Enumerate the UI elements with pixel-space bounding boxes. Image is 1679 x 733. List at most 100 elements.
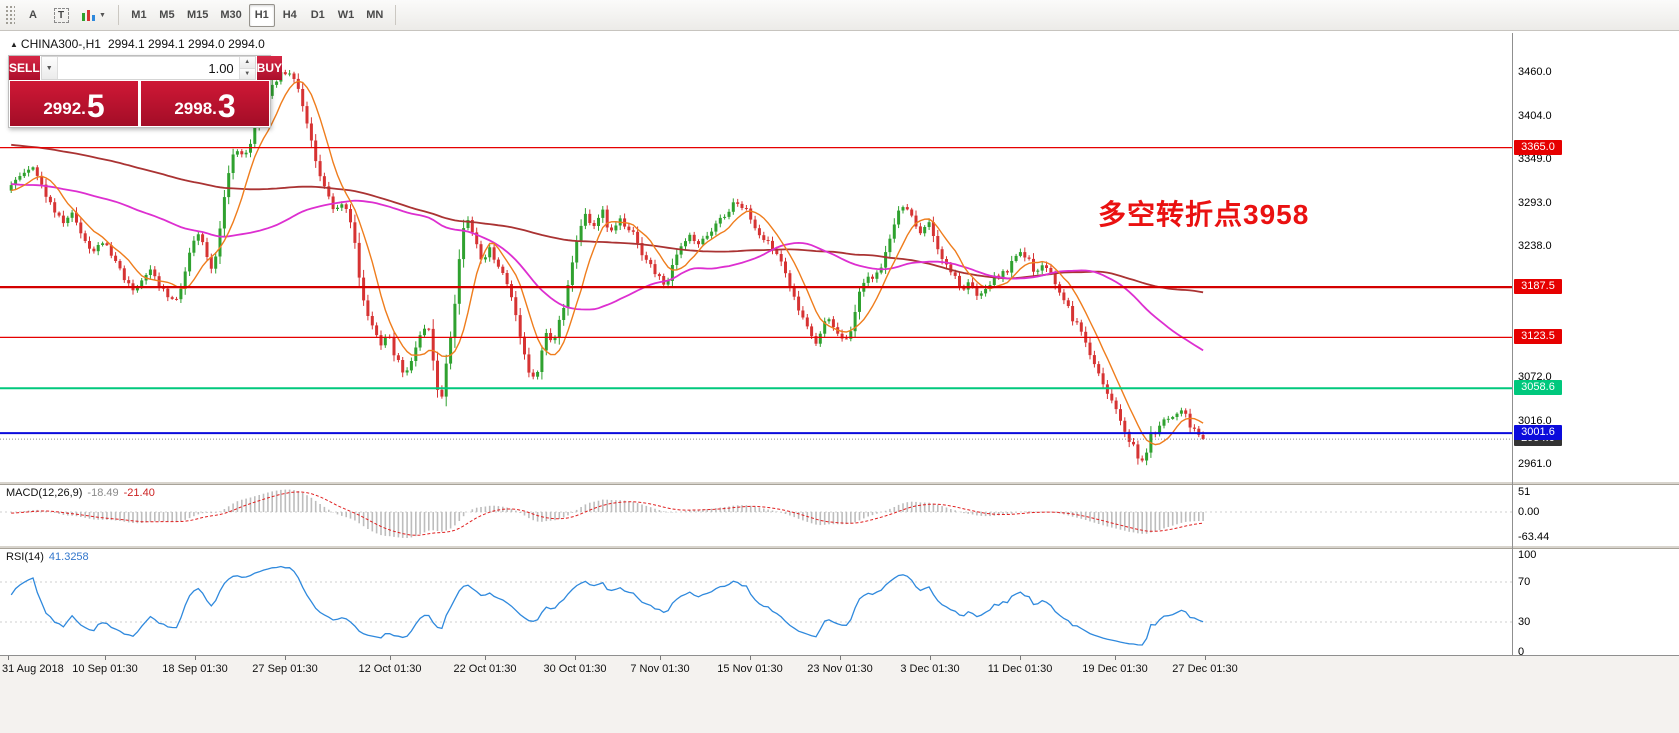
candle	[344, 204, 348, 209]
timeframe-h1-button[interactable]: H1	[248, 3, 275, 27]
timeframe-w1-button[interactable]: W1	[337, 9, 355, 21]
candle	[1058, 284, 1062, 293]
candle	[605, 209, 609, 228]
candle	[392, 337, 396, 356]
candle	[70, 212, 74, 218]
text-label-tool-button[interactable]: A	[20, 4, 46, 27]
text-box-tool-button[interactable]: T	[48, 4, 74, 27]
panel-splitter[interactable]	[0, 545, 1679, 549]
panel-splitter[interactable]	[0, 481, 1679, 485]
candle	[884, 252, 888, 268]
volume-input[interactable]	[57, 57, 239, 79]
candle	[1027, 257, 1031, 259]
timeframe-m15-button[interactable]: M15	[186, 9, 209, 21]
time-axis[interactable]: 31 Aug 2018 10 Sep 01:30 18 Sep 01:30 27 Se…	[0, 655, 1679, 733]
volume-dropdown-button[interactable]: ▼	[41, 57, 58, 79]
sell-price-display[interactable]: 2992. 5	[10, 81, 138, 126]
horizontal-lines-layer	[0, 146, 1512, 440]
timeframe-d1-button[interactable]: D1	[310, 9, 325, 21]
sell-button[interactable]: SELL	[9, 56, 40, 80]
candle	[88, 241, 91, 249]
indicators-button[interactable]: ▼	[76, 4, 111, 27]
candle	[753, 219, 757, 229]
timeframe-m5-button[interactable]: M5	[159, 9, 175, 21]
candle	[901, 207, 905, 211]
toolbar-drag-handle[interactable]	[5, 5, 15, 25]
time-axis-label: 19 Dec 01:30	[1082, 663, 1148, 675]
price-axis[interactable]: 3460.0 3404.0 3349.0 3293.0 3238.0 3072.0 3016…	[1513, 33, 1679, 481]
time-axis-label: 22 Oct 01:30	[453, 663, 517, 675]
timeframe-mn-button[interactable]: MN	[366, 9, 384, 21]
buy-price-display[interactable]: 2998. 3	[141, 81, 269, 126]
volume-decrement-button[interactable]: ▼	[239, 67, 255, 79]
candle	[53, 202, 57, 213]
candle	[823, 321, 827, 334]
candle	[235, 151, 239, 155]
candle	[536, 372, 540, 377]
candle	[549, 333, 553, 341]
symbol-triangle-icon: ▲	[10, 40, 18, 49]
timeframe-h4-button[interactable]: H4	[282, 9, 297, 21]
candle	[936, 236, 940, 250]
candle	[792, 286, 796, 297]
price-axis-label: 2961.0	[1518, 458, 1552, 470]
candle	[710, 231, 714, 236]
candle	[1127, 431, 1131, 442]
macd-axis-label: -63.44	[1518, 530, 1550, 543]
candle	[979, 293, 983, 296]
candle	[940, 249, 944, 259]
candle	[910, 209, 914, 216]
candle	[196, 234, 200, 241]
main-price-chart[interactable]	[0, 33, 1512, 481]
candle	[305, 106, 309, 124]
candle	[153, 269, 157, 277]
candle	[405, 370, 409, 373]
candle	[22, 172, 26, 177]
candle	[810, 326, 814, 337]
price-line-badge: 3058.6	[1514, 380, 1562, 396]
candle	[231, 154, 235, 173]
candle	[553, 337, 557, 341]
candle	[309, 123, 313, 141]
candle	[401, 360, 405, 373]
candle	[483, 257, 487, 260]
time-axis-label: 11 Dec 01:30	[987, 663, 1053, 675]
volume-increment-button[interactable]: ▲	[239, 57, 255, 68]
timeframe-m30-button[interactable]: M30	[220, 9, 242, 21]
price-axis-label: 3460.0	[1518, 66, 1552, 78]
candle	[523, 336, 526, 355]
candle	[383, 336, 387, 346]
buy-button[interactable]: BUY	[256, 56, 283, 80]
candle	[357, 242, 361, 278]
time-tick	[285, 656, 286, 660]
candle	[349, 209, 352, 223]
time-tick	[750, 656, 751, 660]
time-axis-label: 31 Aug 2018	[2, 663, 64, 675]
candle	[27, 169, 31, 173]
ma-fast-line	[11, 80, 1204, 446]
candle	[505, 273, 509, 285]
candle	[697, 241, 700, 245]
candle	[118, 261, 122, 269]
symbol-label: CHINA300-,H1	[20, 37, 101, 51]
candle	[731, 202, 735, 212]
timeframe-m1-button[interactable]: M1	[131, 9, 147, 21]
candle	[727, 211, 731, 217]
macd-label: MACD(12,26,9) -18.49 -21.40	[6, 487, 155, 499]
candle	[514, 297, 518, 316]
candle	[31, 167, 35, 170]
candle	[949, 264, 953, 273]
candle	[270, 84, 274, 96]
rsi-indicator-panel[interactable]	[0, 549, 1512, 655]
candle	[453, 303, 457, 338]
candle	[423, 328, 426, 336]
candle	[40, 175, 44, 185]
candle	[784, 261, 787, 274]
candle	[714, 223, 718, 232]
candle	[1075, 321, 1079, 323]
candle	[544, 333, 548, 351]
candle	[705, 235, 709, 239]
candle	[66, 217, 70, 223]
candle	[644, 255, 648, 260]
macd-indicator-panel[interactable]	[0, 485, 1512, 545]
